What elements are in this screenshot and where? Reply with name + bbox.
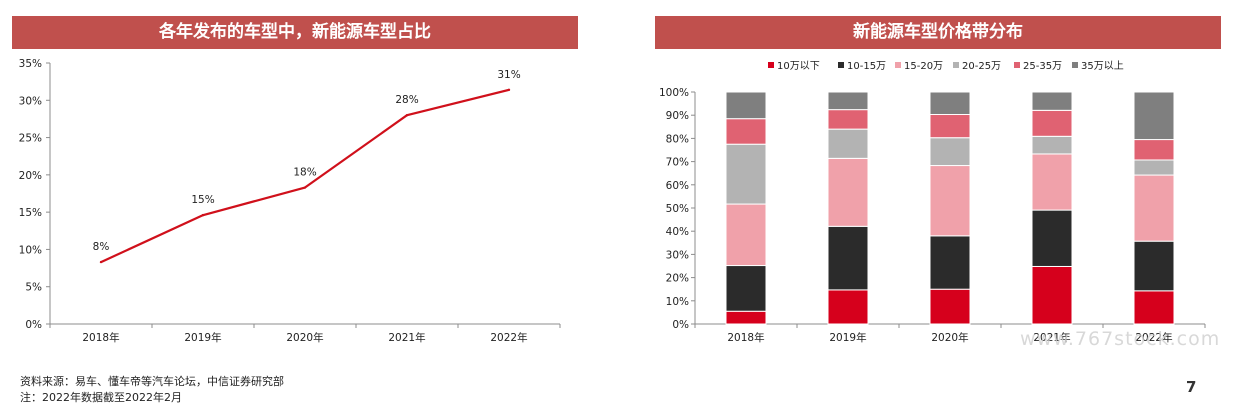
bar-segment bbox=[929, 165, 971, 237]
bar-segment bbox=[1133, 290, 1175, 325]
legend-swatch bbox=[895, 62, 901, 68]
y-tick-label: 0% bbox=[672, 319, 689, 331]
bar-segment bbox=[1031, 209, 1073, 267]
x-tick-label: 2019年 bbox=[829, 331, 866, 344]
bar-segment bbox=[827, 91, 869, 111]
x-tick-label: 2022年 bbox=[490, 331, 527, 344]
y-tick-label: 30% bbox=[666, 249, 689, 261]
legend-label: 20-25万 bbox=[962, 61, 1001, 72]
data-label: 8% bbox=[93, 241, 110, 253]
stacked-bar-chart: 0% 10% 20% 30% 40% 50% 60% 70% 80% 90% 100% 2018年 20… bbox=[659, 60, 1206, 344]
bar-segment bbox=[827, 157, 869, 227]
data-point bbox=[303, 186, 307, 189]
x-tick-label: 2020年 bbox=[286, 331, 323, 344]
bar-segment bbox=[725, 203, 767, 267]
legend-swatch bbox=[768, 62, 774, 68]
data-label: 15% bbox=[191, 194, 214, 206]
bar-chart-title: 新能源车型价格带分布 bbox=[655, 16, 1221, 49]
bar-segment bbox=[1031, 135, 1073, 155]
remark-note: 注：2022年数据截至2022年2月 bbox=[20, 391, 182, 404]
bar-segment bbox=[1133, 139, 1175, 161]
y-tick-label: 60% bbox=[666, 180, 689, 192]
legend-swatch bbox=[838, 62, 844, 68]
legend-swatch bbox=[953, 62, 959, 68]
data-label: 28% bbox=[395, 94, 418, 106]
data-point bbox=[99, 260, 103, 264]
legend-label: 10-15万 bbox=[847, 61, 886, 72]
bar-segment bbox=[827, 128, 869, 159]
legend-swatch bbox=[1014, 62, 1020, 68]
bar-segment bbox=[929, 288, 971, 325]
y-tick-label: 40% bbox=[666, 226, 689, 238]
legend-label: 15-20万 bbox=[904, 61, 943, 72]
bar-segment bbox=[1133, 174, 1175, 242]
legend-label: 25-35万 bbox=[1023, 61, 1062, 72]
legend-label: 10万以下 bbox=[777, 61, 820, 72]
data-point bbox=[507, 88, 511, 92]
y-tick-label: 90% bbox=[666, 110, 689, 122]
legend-label: 35万以上 bbox=[1081, 60, 1124, 72]
data-label: 18% bbox=[293, 167, 316, 179]
y-tick-label: 5% bbox=[25, 282, 42, 294]
bar-segment bbox=[1031, 153, 1073, 211]
bar-segment bbox=[929, 91, 971, 116]
y-tick-label: 100% bbox=[659, 87, 689, 99]
x-tick-label: 2018年 bbox=[727, 331, 764, 344]
y-tick-label: 80% bbox=[666, 133, 689, 145]
x-tick-label: 2021年 bbox=[1033, 331, 1070, 344]
bar-segment bbox=[1031, 91, 1073, 111]
bar-segment bbox=[827, 109, 869, 130]
bar-segment bbox=[725, 143, 767, 205]
bar-segment bbox=[1133, 240, 1175, 292]
x-tick-label: 2019年 bbox=[184, 331, 221, 344]
bar-segment bbox=[1031, 265, 1073, 325]
y-tick-label: 25% bbox=[19, 133, 42, 145]
data-point bbox=[405, 114, 409, 117]
bar-segment bbox=[1031, 109, 1073, 137]
watermark-text: www.767stock.com bbox=[1020, 328, 1221, 350]
bar-segment bbox=[1133, 91, 1175, 141]
bar-segment bbox=[1133, 159, 1175, 176]
bar-segment bbox=[725, 265, 767, 312]
bar-segment bbox=[725, 310, 767, 325]
bar-segment bbox=[827, 289, 869, 325]
page-number: 7 bbox=[1186, 378, 1197, 396]
y-tick-label: 50% bbox=[666, 203, 689, 215]
line-chart-title: 各年发布的车型中，新能源车型占比 bbox=[12, 16, 578, 49]
data-label: 31% bbox=[497, 69, 520, 81]
line-chart: 0% 5% 10% 15% 20% 25% 30% 35% 2018年 2019年 2020年 202… bbox=[19, 58, 561, 344]
bar-segment bbox=[725, 91, 767, 120]
x-tick-label: 2018年 bbox=[82, 331, 119, 344]
y-tick-label: 20% bbox=[666, 273, 689, 285]
bar-segment bbox=[929, 137, 971, 167]
x-tick-label: 2020年 bbox=[931, 331, 968, 344]
source-note: 资料来源：易车、懂车帝等汽车论坛，中信证券研究部 bbox=[20, 375, 284, 388]
bar-segment bbox=[929, 235, 971, 290]
x-tick-label: 2022年 bbox=[1135, 331, 1172, 344]
legend-swatch bbox=[1072, 62, 1078, 68]
bar-segment bbox=[929, 114, 971, 139]
y-tick-label: 10% bbox=[666, 296, 689, 308]
bar-segment bbox=[827, 225, 869, 291]
y-tick-label: 0% bbox=[25, 319, 42, 331]
bar-segment bbox=[725, 118, 767, 145]
y-tick-label: 35% bbox=[19, 58, 42, 70]
x-tick-label: 2021年 bbox=[388, 331, 425, 344]
y-tick-label: 10% bbox=[19, 244, 42, 256]
y-tick-label: 70% bbox=[666, 157, 689, 169]
data-point bbox=[201, 213, 205, 217]
y-tick-label: 30% bbox=[19, 95, 42, 107]
y-tick-label: 20% bbox=[19, 170, 42, 182]
y-tick-label: 15% bbox=[19, 207, 42, 219]
